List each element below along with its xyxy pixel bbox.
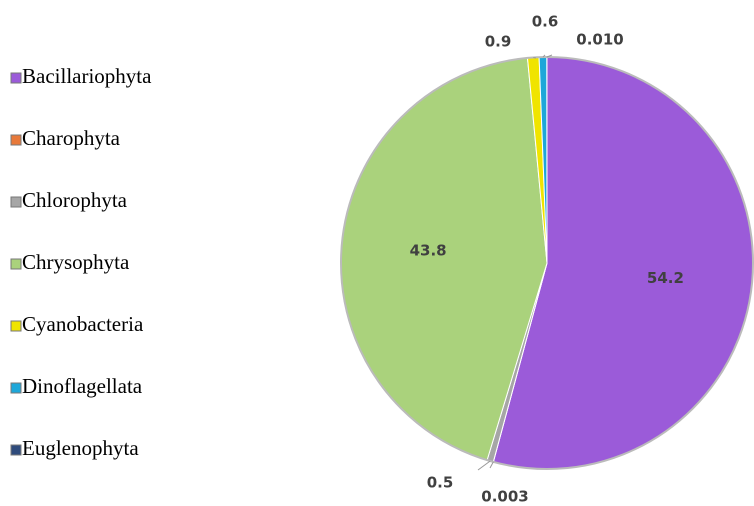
legend-label: Charophyta <box>22 126 121 150</box>
legend-label: Bacillariophyta <box>22 64 152 88</box>
data-label: 54.2 <box>647 269 684 287</box>
legend-swatch <box>10 196 22 208</box>
data-label: 0.9 <box>485 33 512 51</box>
leader-line <box>489 461 494 469</box>
legend-swatch <box>10 258 22 270</box>
legend-label: Chrysophyta <box>22 250 130 274</box>
legend-label: Cyanobacteria <box>22 312 144 336</box>
data-label: 0.010 <box>576 31 623 49</box>
leader-line <box>477 460 491 471</box>
leader-line <box>542 54 546 58</box>
leader-line <box>546 54 553 58</box>
data-label: 43.8 <box>410 242 447 260</box>
legend-label: Chlorophyta <box>22 188 128 212</box>
data-label: 0.6 <box>532 13 559 31</box>
legend-label: Dinoflagellata <box>22 374 143 398</box>
data-label: 0.003 <box>481 488 528 506</box>
legend-swatch <box>10 134 22 146</box>
legend-swatch <box>10 444 22 456</box>
legend-swatch <box>10 382 22 394</box>
legend-swatch <box>10 320 22 332</box>
legend-label: Euglenophyta <box>22 436 139 460</box>
data-label: 0.5 <box>427 474 454 492</box>
leader-line <box>533 56 537 59</box>
legend-swatch <box>10 72 22 84</box>
